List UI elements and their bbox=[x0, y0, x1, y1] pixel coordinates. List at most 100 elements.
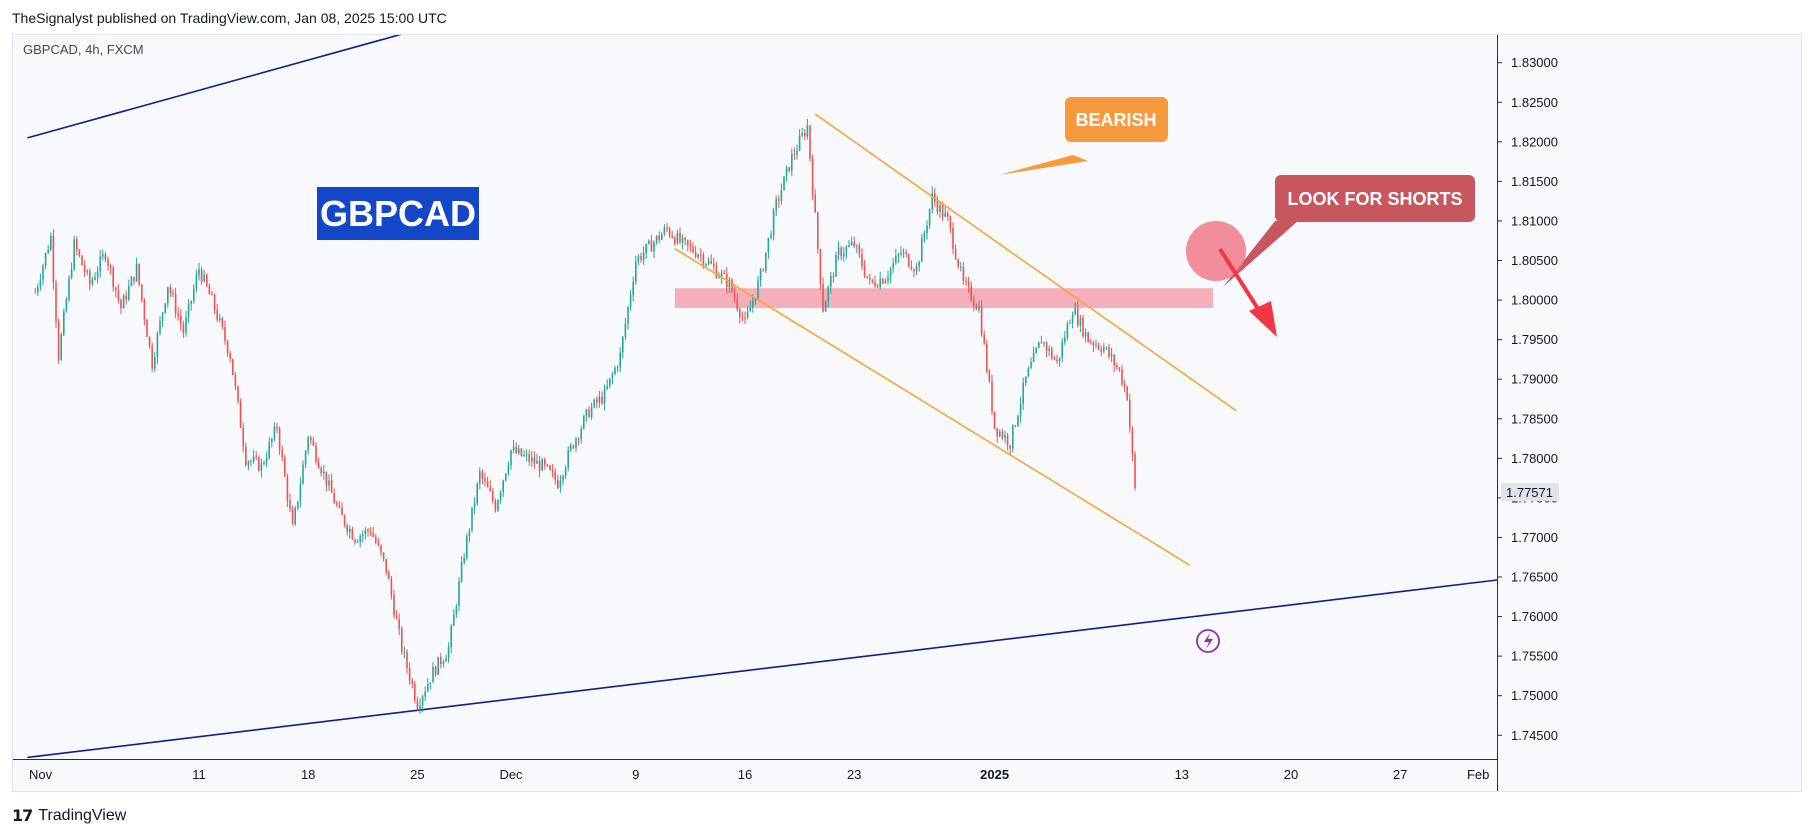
y-tick-label: 1.82500 bbox=[1511, 95, 1558, 110]
candle-body bbox=[104, 254, 107, 260]
y-tick-label: 1.75000 bbox=[1511, 688, 1558, 703]
candle-body bbox=[135, 263, 138, 281]
tradingview-footer[interactable]: 17 TradingView bbox=[12, 806, 126, 825]
candle-body bbox=[44, 252, 47, 266]
candle-body bbox=[494, 500, 497, 511]
candle-body bbox=[174, 294, 177, 314]
down-arrow-shaft bbox=[1218, 247, 1262, 314]
price-chart[interactable]: GBPCAD BEARISH LOOK FOR SHORTS GBPCAD, 4h, … bbox=[13, 35, 1801, 791]
candle-body bbox=[686, 240, 689, 245]
candle-body bbox=[432, 666, 434, 683]
y-tick-label: 1.80500 bbox=[1511, 253, 1558, 268]
x-tick-label: 11 bbox=[192, 767, 206, 782]
candle-body bbox=[900, 253, 902, 255]
publisher-line: TheSignalyst published on TradingView.co… bbox=[12, 10, 447, 26]
candle-body bbox=[1123, 384, 1126, 387]
candle-body bbox=[556, 479, 559, 488]
candle-body bbox=[915, 266, 918, 272]
candle-body bbox=[114, 287, 117, 291]
x-tick-label: 13 bbox=[1175, 767, 1189, 782]
candle-body bbox=[543, 459, 546, 465]
candle-body bbox=[244, 446, 247, 466]
x-tick-label: Dec bbox=[499, 767, 523, 782]
candle-body bbox=[291, 508, 294, 525]
candle-body bbox=[122, 295, 125, 309]
candle-body bbox=[489, 487, 492, 492]
candle-body bbox=[62, 311, 65, 335]
candle-body bbox=[1076, 308, 1079, 326]
candle-body bbox=[520, 448, 523, 456]
candle-body bbox=[569, 445, 572, 450]
candle-body bbox=[1069, 322, 1071, 324]
candle-body bbox=[884, 280, 887, 284]
candle-body bbox=[421, 696, 424, 706]
candle-body bbox=[796, 150, 798, 155]
candle-body bbox=[198, 269, 200, 276]
candle-body bbox=[309, 437, 312, 441]
candle-body bbox=[525, 454, 528, 456]
candle-body bbox=[835, 254, 837, 277]
candle-body bbox=[611, 374, 614, 379]
candle-body bbox=[208, 285, 211, 295]
candle-body bbox=[429, 682, 432, 684]
candle-body bbox=[1097, 344, 1100, 349]
candle-body bbox=[182, 324, 185, 333]
candle-body bbox=[156, 333, 159, 358]
candle-body bbox=[671, 235, 674, 238]
candle-body bbox=[117, 290, 120, 300]
candle-body bbox=[811, 158, 814, 195]
candle-body bbox=[866, 276, 869, 278]
candle-body bbox=[377, 542, 380, 546]
x-tick-label: 23 bbox=[847, 767, 861, 782]
candle-body bbox=[957, 259, 960, 268]
candle-body bbox=[757, 280, 759, 299]
candle-body bbox=[551, 469, 554, 472]
bearish-callout-text: BEARISH bbox=[1075, 110, 1156, 130]
candle-body bbox=[902, 252, 905, 254]
candle-body bbox=[242, 427, 245, 447]
candle-body bbox=[65, 299, 68, 312]
candle-body bbox=[393, 595, 395, 616]
candle-body bbox=[294, 508, 297, 525]
candle-body bbox=[107, 259, 109, 266]
candle-body bbox=[257, 457, 260, 471]
candle-body bbox=[55, 282, 57, 322]
candle-body bbox=[450, 626, 453, 648]
candle-body bbox=[325, 471, 328, 486]
candle-body bbox=[785, 167, 788, 177]
candle-body bbox=[307, 437, 310, 451]
candle-body bbox=[96, 271, 99, 278]
candle-body bbox=[764, 252, 767, 271]
candle-body bbox=[372, 533, 375, 537]
candle-body bbox=[276, 426, 278, 430]
candle-body bbox=[185, 317, 187, 333]
candle-body bbox=[871, 279, 874, 282]
candle-body bbox=[975, 305, 978, 310]
chart-frame[interactable]: GBPCAD BEARISH LOOK FOR SHORTS GBPCAD, 4h, … bbox=[12, 34, 1802, 792]
candle-body bbox=[458, 581, 460, 607]
candle-body bbox=[689, 244, 692, 247]
candle-body bbox=[541, 459, 544, 471]
candle-body bbox=[211, 294, 213, 296]
candle-body bbox=[83, 265, 86, 273]
candle-body bbox=[473, 503, 476, 508]
candle-body bbox=[941, 204, 944, 217]
candle-body bbox=[1019, 403, 1022, 416]
candle-body bbox=[101, 254, 104, 257]
tradingview-brand: TradingView bbox=[38, 806, 127, 824]
candle-body bbox=[949, 216, 952, 229]
candle-body bbox=[673, 237, 676, 244]
candle-body bbox=[1134, 454, 1136, 488]
candle-body bbox=[413, 683, 416, 701]
candle-body bbox=[546, 464, 549, 466]
candle-body bbox=[333, 492, 336, 504]
candle-body bbox=[993, 411, 996, 429]
candle-body bbox=[762, 269, 765, 271]
candle-body bbox=[255, 456, 258, 458]
candle-body bbox=[863, 266, 866, 277]
tradingview-logo-icon: 17 bbox=[12, 806, 33, 825]
y-tick-label: 1.78000 bbox=[1511, 451, 1558, 466]
y-tick-label: 1.79500 bbox=[1511, 332, 1558, 347]
candle-body bbox=[491, 491, 494, 501]
candle-body bbox=[790, 153, 793, 172]
